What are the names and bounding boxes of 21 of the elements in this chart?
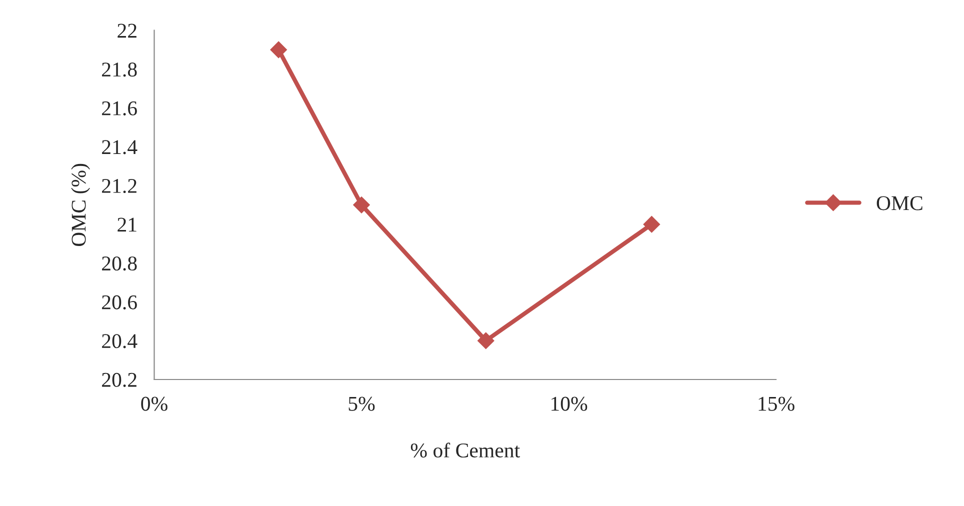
legend-label: OMC [876,196,922,210]
point [643,216,660,233]
y-axis-title: OMC (%) [71,164,90,246]
y-tick-label: 21.8 [102,62,137,77]
point [353,196,370,214]
y-tick-label: 21.2 [102,178,136,194]
y-tick-label: 22 [118,24,136,38]
y-tick-label: 21.4 [102,140,138,154]
y-tick-label: 21 [118,218,136,232]
point [270,41,287,58]
y-tick-label: 20.2 [102,372,136,388]
x-tick-label: 10% [552,396,588,411]
x-axis-title: % of Cement [410,442,520,458]
x-tick-label: 0% [141,396,168,411]
x-tick-label: 15% [758,396,794,411]
y-tick-label: 21.6 [102,101,137,116]
y-tick-label: 20.4 [102,334,138,348]
y-tick-label: 20.8 [102,256,137,271]
y-tick-label: 20.6 [102,295,137,310]
x-tick-label: 5% [348,396,375,411]
point [477,332,494,350]
